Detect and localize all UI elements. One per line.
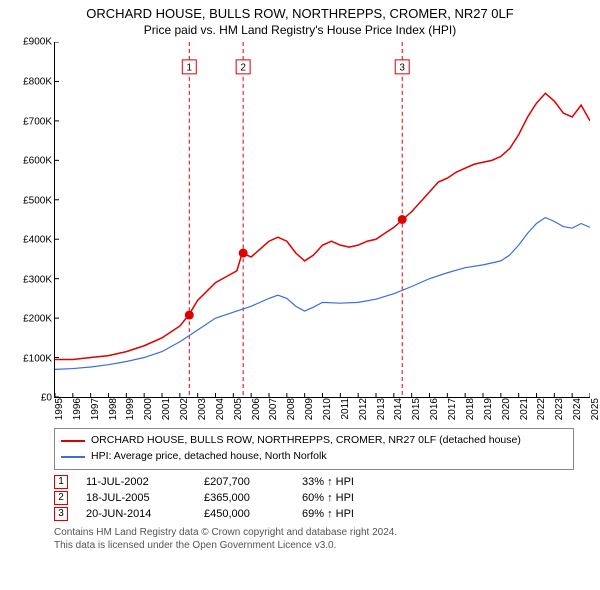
chart-area: £0 £100K £200K £300K £400K £500K £600K £700K £80… [10, 42, 590, 422]
legend-label-property: ORCHARD HOUSE, BULLS ROW, NORTHREPPS, CR… [91, 433, 521, 449]
x-tick-label: 2013 [376, 398, 387, 420]
chart-subtitle: Price paid vs. HM Land Registry's House … [10, 23, 590, 39]
svg-text:1: 1 [187, 63, 193, 74]
sale-marker-1: 1 [54, 475, 68, 489]
chart-container: ORCHARD HOUSE, BULLS ROW, NORTHREPPS, CR… [0, 0, 600, 590]
y-tick-label: £500K [23, 195, 52, 206]
x-tick-label: 2018 [465, 398, 476, 420]
sale-date: 18-JUL-2005 [86, 492, 186, 504]
y-tick-label: £200K [23, 314, 52, 325]
plot-svg: 1 2 3 [55, 42, 590, 397]
sale-pct: 60% ↑ HPI [302, 492, 402, 504]
y-tick-label: £400K [23, 235, 52, 246]
x-tick-label: 2010 [322, 398, 333, 420]
sale-price: £450,000 [204, 508, 284, 520]
x-tick-label: 1998 [108, 398, 119, 420]
footer-line2: This data is licensed under the Open Gov… [54, 539, 590, 552]
y-tick-label: £900K [23, 37, 52, 48]
x-tick-label: 2009 [304, 398, 315, 420]
sale-pct: 33% ↑ HPI [302, 476, 402, 488]
footer-line1: Contains HM Land Registry data © Crown c… [54, 526, 590, 539]
x-tick-label: 2003 [197, 398, 208, 420]
legend-label-hpi: HPI: Average price, detached house, Nort… [91, 449, 327, 465]
x-tick-label: 2014 [393, 398, 404, 420]
sale-price: £207,700 [204, 476, 284, 488]
x-tick-label: 2006 [251, 398, 262, 420]
x-tick-label: 2016 [429, 398, 440, 420]
x-tick-label: 1996 [72, 398, 83, 420]
legend: ORCHARD HOUSE, BULLS ROW, NORTHREPPS, CR… [54, 428, 574, 470]
x-tick-label: 2008 [286, 398, 297, 420]
svg-text:2: 2 [240, 63, 246, 74]
table-row: 1 11-JUL-2002 £207,700 33% ↑ HPI [54, 474, 574, 490]
sales-table: 1 11-JUL-2002 £207,700 33% ↑ HPI 2 18-JU… [54, 474, 574, 522]
x-axis: 1995 1996 1997 1998 1999 2000 2001 2002 2003 2004… [54, 398, 590, 422]
legend-item-property: ORCHARD HOUSE, BULLS ROW, NORTHREPPS, CR… [61, 433, 567, 449]
x-tick-label: 2002 [179, 398, 190, 420]
x-tick-label: 1999 [125, 398, 136, 420]
y-tick-label: £700K [23, 116, 52, 127]
x-tick-label: 2007 [268, 398, 279, 420]
plot-area: 1 2 3 [54, 42, 590, 398]
y-tick-label: £0 [41, 393, 52, 404]
y-tick-label: £600K [23, 156, 52, 167]
table-row: 3 20-JUN-2014 £450,000 69% ↑ HPI [54, 506, 574, 522]
x-tick-label: 2017 [447, 398, 458, 420]
legend-item-hpi: HPI: Average price, detached house, Nort… [61, 449, 567, 465]
x-tick-label: 2011 [340, 398, 351, 420]
sale-price: £365,000 [204, 492, 284, 504]
x-tick-label: 2024 [572, 398, 583, 420]
y-tick-label: £100K [23, 353, 52, 364]
x-tick-label: 2012 [358, 398, 369, 420]
x-tick-label: 2005 [233, 398, 244, 420]
sale-date: 20-JUN-2014 [86, 508, 186, 520]
x-tick-label: 2025 [590, 398, 600, 420]
y-tick-label: £800K [23, 77, 52, 88]
legend-swatch-property [61, 440, 85, 442]
x-tick-label: 2023 [554, 398, 565, 420]
x-tick-label: 2019 [483, 398, 494, 420]
svg-text:3: 3 [399, 63, 405, 74]
x-tick-label: 2000 [143, 398, 154, 420]
table-row: 2 18-JUL-2005 £365,000 60% ↑ HPI [54, 490, 574, 506]
y-axis: £0£100K£200K£300K£400K£500K£600K£700K£80… [10, 42, 54, 398]
sale-marker-2: 2 [54, 491, 68, 505]
x-tick-label: 1995 [54, 398, 65, 420]
sale-marker-3: 3 [54, 507, 68, 521]
y-tick-label: £300K [23, 274, 52, 285]
x-tick-label: 1997 [90, 398, 101, 420]
chart-title: ORCHARD HOUSE, BULLS ROW, NORTHREPPS, CR… [10, 6, 590, 23]
x-tick-label: 2020 [501, 398, 512, 420]
x-tick-label: 2004 [215, 398, 226, 420]
sale-pct: 69% ↑ HPI [302, 508, 402, 520]
x-tick-label: 2021 [519, 398, 530, 420]
sale-date: 11-JUL-2002 [86, 476, 186, 488]
x-tick-label: 2015 [411, 398, 422, 420]
footer: Contains HM Land Registry data © Crown c… [54, 526, 590, 552]
legend-swatch-hpi [61, 456, 85, 458]
x-tick-label: 2001 [161, 398, 172, 420]
x-tick-label: 2022 [536, 398, 547, 420]
